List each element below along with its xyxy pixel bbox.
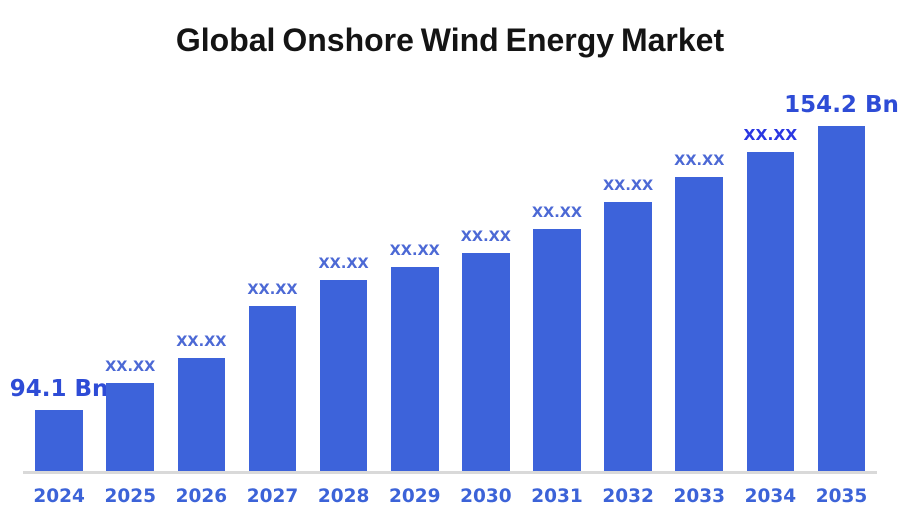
year-label-2026: 2026 <box>175 486 228 507</box>
bar-2026 <box>177 358 226 471</box>
bar-2027 <box>248 306 297 471</box>
value-label-2030: XX.XX <box>460 228 511 245</box>
value-label-2026: XX.XX <box>176 333 227 350</box>
year-label-2024: 2024 <box>33 486 85 507</box>
year-label-2028: 2028 <box>317 486 370 507</box>
value-label-2031: XX.XX <box>531 204 583 221</box>
value-label-2035: 154.2 Bn <box>784 92 899 118</box>
year-label-2025: 2025 <box>104 486 156 507</box>
year-label-2033: 2033 <box>673 486 726 507</box>
bar-2030 <box>462 253 510 471</box>
bar-2033 <box>675 177 724 471</box>
year-label-2029: 2029 <box>389 486 441 507</box>
value-label-2034: XX.XX <box>743 125 798 144</box>
bar-2035 <box>817 126 866 471</box>
year-label-2030: 2030 <box>460 486 512 507</box>
value-label-2025: XX.XX <box>105 358 156 375</box>
year-label-2034: 2034 <box>744 486 797 507</box>
bar-2028 <box>319 280 368 471</box>
bar-2031 <box>533 229 581 471</box>
value-label-2027: XX.XX <box>247 281 298 298</box>
chart-title: Global Onshore Wind Energy Market <box>175 22 725 58</box>
value-label-2032: XX.XX <box>603 177 654 194</box>
bar-2029 <box>390 267 439 471</box>
year-label-2027: 2027 <box>246 486 299 507</box>
bar-2024 <box>35 410 83 471</box>
bar-2025 <box>106 383 155 471</box>
year-label-2032: 2032 <box>602 486 654 507</box>
bar-2034 <box>746 152 795 471</box>
value-label-2028: XX.XX <box>318 255 369 272</box>
value-label-2024: 94.1 Bn <box>9 376 109 402</box>
x-axis-line <box>23 471 877 474</box>
value-label-2033: XX.XX <box>674 152 725 169</box>
bar-2032 <box>604 202 652 471</box>
year-label-2031: 2031 <box>531 486 583 507</box>
year-label-2035: 2035 <box>815 486 868 507</box>
value-label-2029: XX.XX <box>389 242 440 259</box>
